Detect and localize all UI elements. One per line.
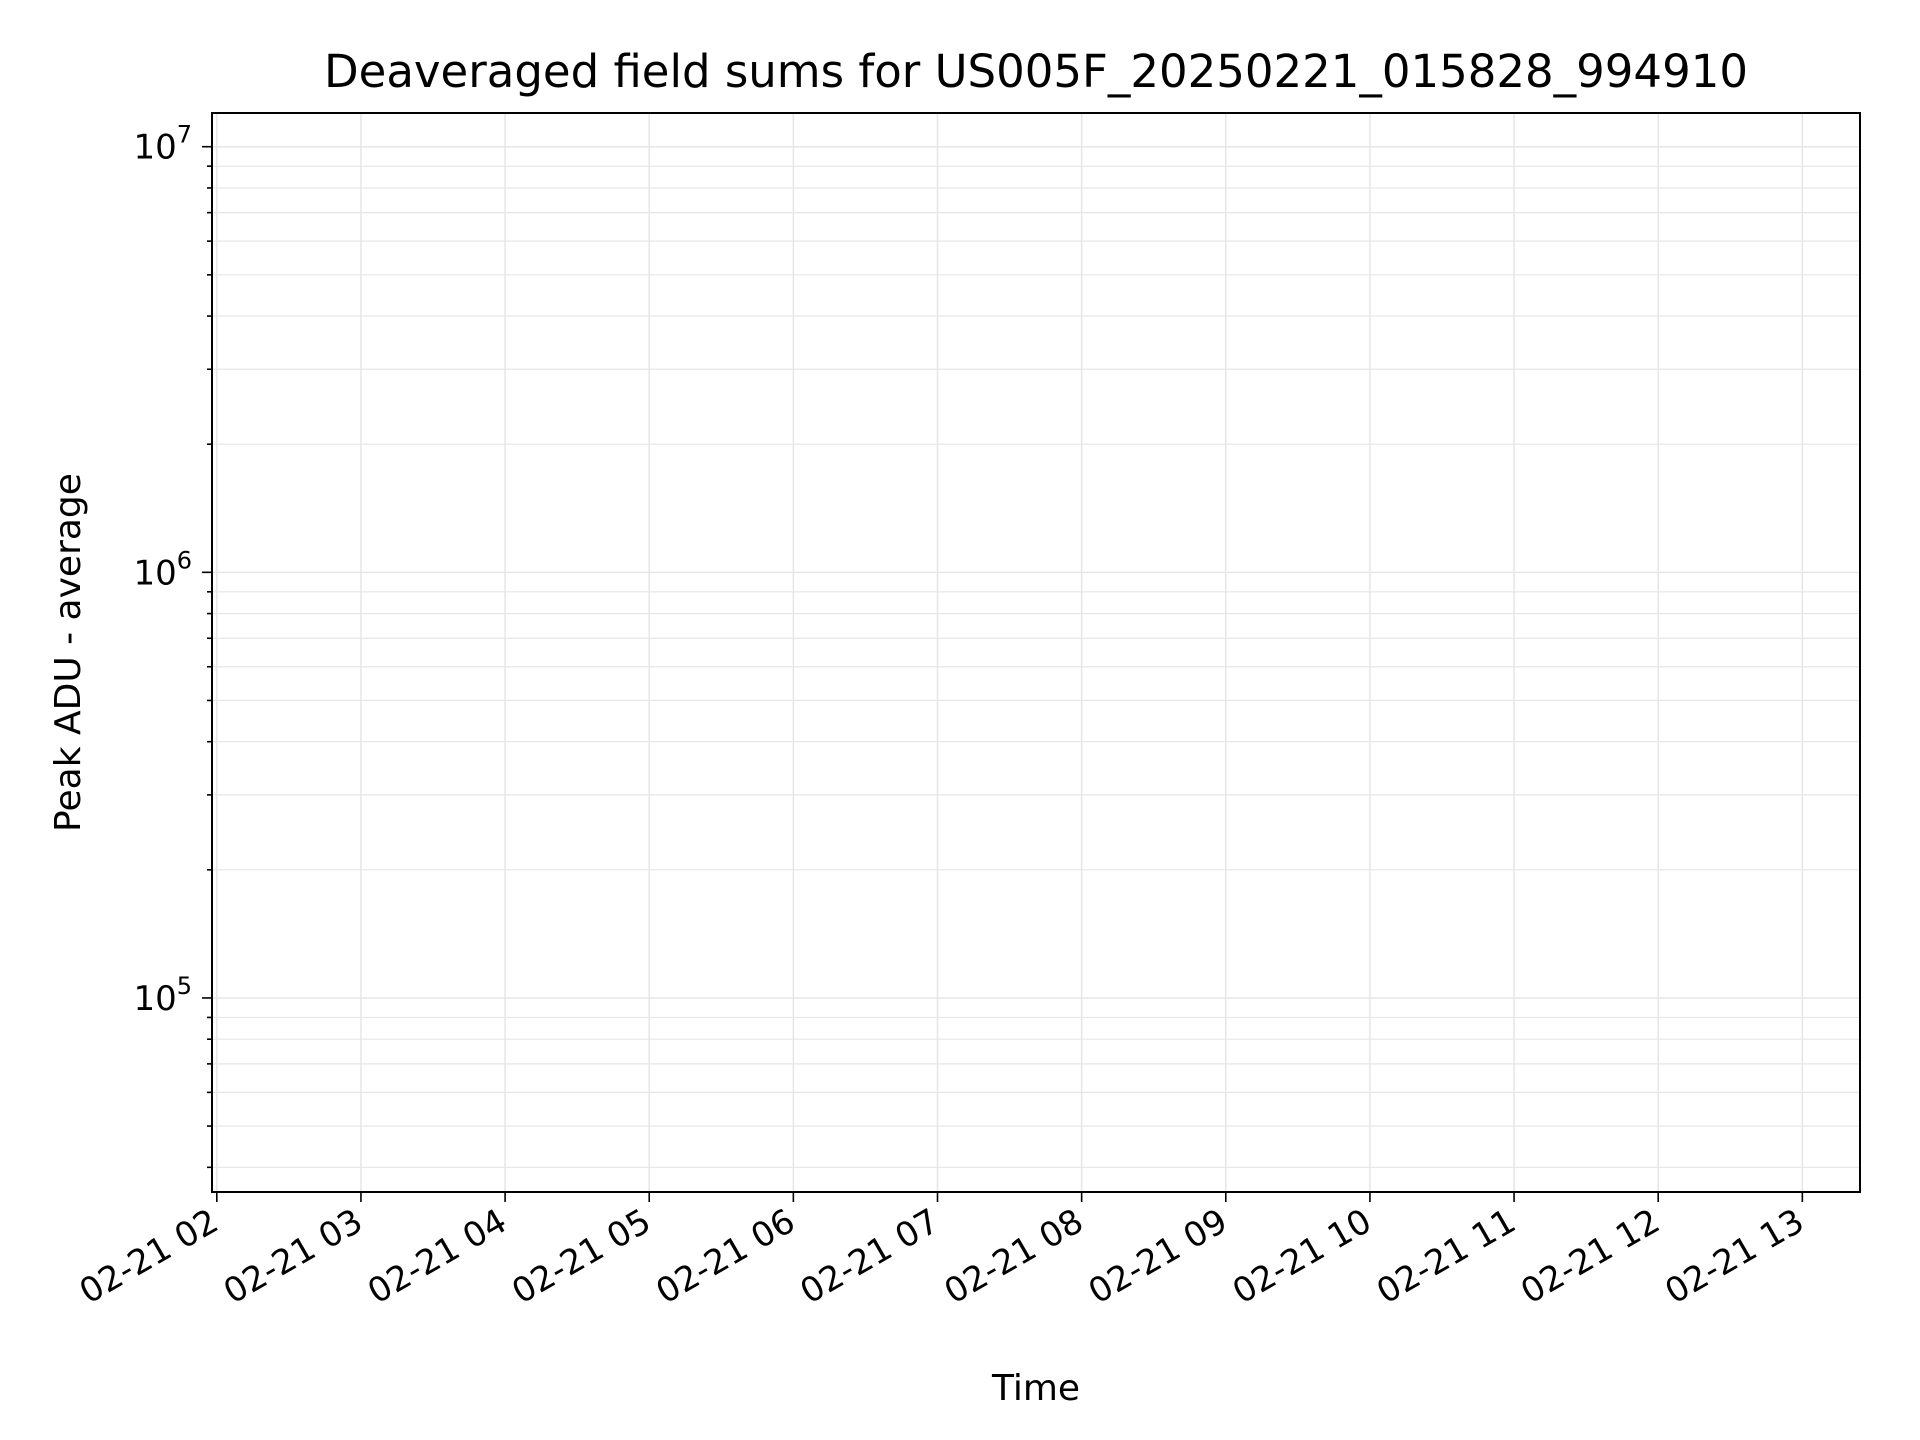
y-axis-label: Peak ADU - average xyxy=(48,473,89,832)
x-tick-label: 02-21 08 xyxy=(938,1201,1090,1312)
y-tick-label: 107 xyxy=(133,121,192,168)
plot-frame xyxy=(211,112,1861,1193)
x-tick-label: 02-21 06 xyxy=(649,1201,801,1312)
chart-title: Deaveraged field sums for US005F_2025022… xyxy=(324,45,1748,98)
y-tick-label: 106 xyxy=(133,546,192,593)
x-tick-label: 02-21 13 xyxy=(1658,1201,1810,1312)
x-tick-label: 02-21 07 xyxy=(794,1201,946,1312)
x-axis-label: Time xyxy=(991,1368,1080,1409)
x-tick-label: 02-21 05 xyxy=(505,1201,657,1312)
x-tick-label: 02-21 02 xyxy=(73,1201,225,1312)
x-tick-label: 02-21 10 xyxy=(1226,1201,1378,1312)
x-tick-label: 02-21 03 xyxy=(217,1201,369,1312)
y-tick-label: 105 xyxy=(133,972,192,1019)
x-tick-label: 02-21 12 xyxy=(1514,1201,1666,1312)
x-tick-label: 02-21 11 xyxy=(1370,1201,1522,1312)
grid-layer xyxy=(212,113,1860,1192)
x-tick-label: 02-21 04 xyxy=(361,1201,513,1312)
x-tick-label: 02-21 09 xyxy=(1082,1201,1234,1312)
